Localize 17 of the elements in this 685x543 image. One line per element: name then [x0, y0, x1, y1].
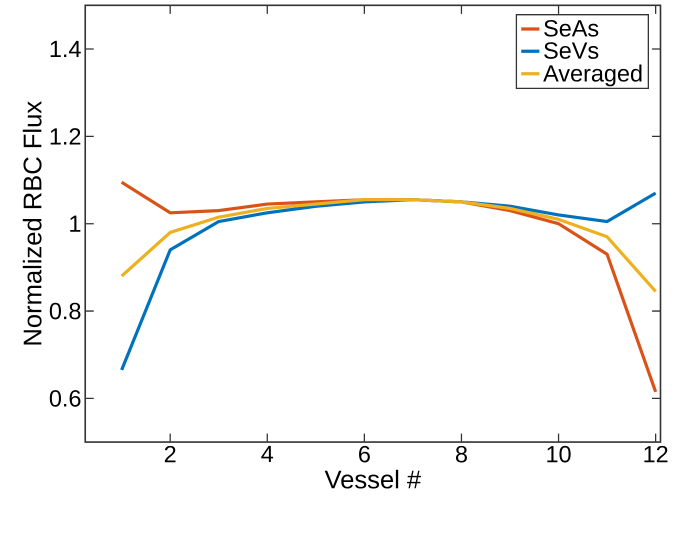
x-tick-label: 4: [261, 446, 274, 462]
line-series: [120, 198, 658, 293]
x-tick-label: 12: [644, 446, 668, 462]
y-tick-label: 0.6: [50, 390, 80, 407]
legend-label: SeVs: [544, 42, 598, 59]
y-axis-title: Normalized RBC Flux: [22, 101, 42, 344]
x-axis-title: Vessel #: [324, 470, 422, 488]
legend-label: Averaged: [543, 64, 642, 86]
x-tick-label: 8: [456, 446, 467, 462]
x-tick-label: 2: [164, 446, 176, 462]
x-tick-label: 6: [359, 446, 370, 462]
y-tick-label: 1.2: [50, 128, 80, 144]
y-tick-label: 0.8: [50, 302, 80, 320]
legend-label: SeAs: [544, 20, 598, 36]
x-tick-label: 10: [547, 446, 571, 462]
y-tick-label: 1.4: [50, 40, 81, 57]
y-tick-label: 1: [70, 216, 80, 232]
